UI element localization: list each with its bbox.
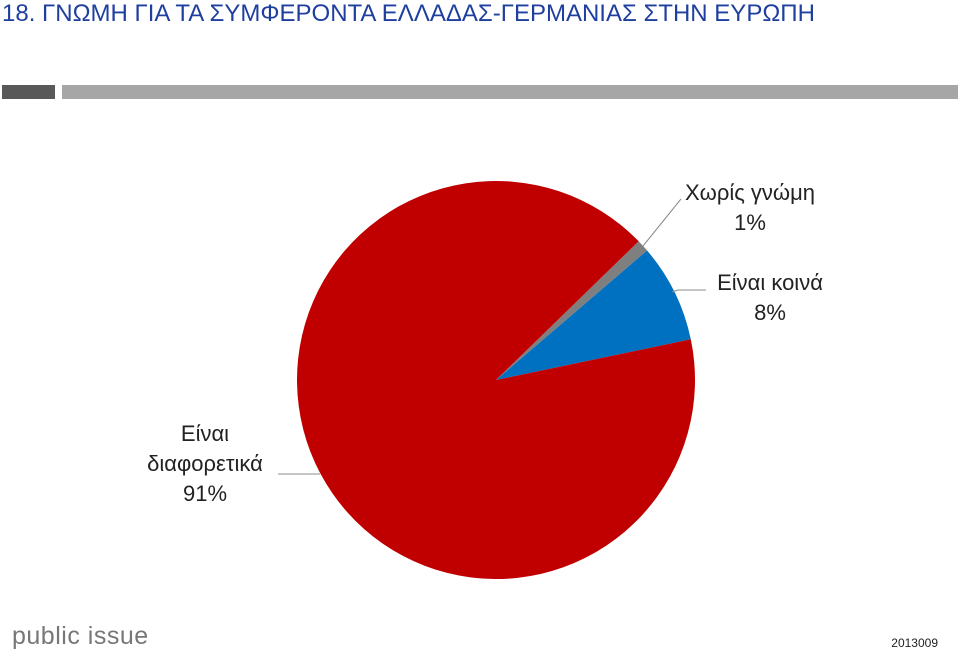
slice-value-label: 8%: [754, 300, 786, 325]
slice-category: Είναι διαφορετικά: [147, 421, 263, 476]
pie-slice: [297, 180, 695, 579]
slice-value-label: 91%: [182, 481, 228, 506]
header-bar-light: [62, 85, 958, 99]
slice-category: Είναι κοινά: [717, 270, 823, 295]
pie-slice: [496, 241, 648, 380]
logo: public issue: [12, 622, 149, 650]
header-bar-dark: [2, 85, 55, 99]
pie-slice: [496, 250, 691, 380]
leader-line: [671, 289, 706, 293]
leader-line: [642, 198, 682, 247]
footer-code: 2013009: [891, 636, 938, 650]
slice-category: Χωρίς γνώμη: [684, 180, 816, 205]
slice-value-label: 1%: [734, 210, 766, 235]
chart-title: 18. ΓΝΩΜΗ ΓΙΑ ΤΑ ΣΥΜΦΕΡΟΝΤΑ ΕΛΛΑΔΑΣ-ΓΕΡΜ…: [2, 0, 815, 27]
